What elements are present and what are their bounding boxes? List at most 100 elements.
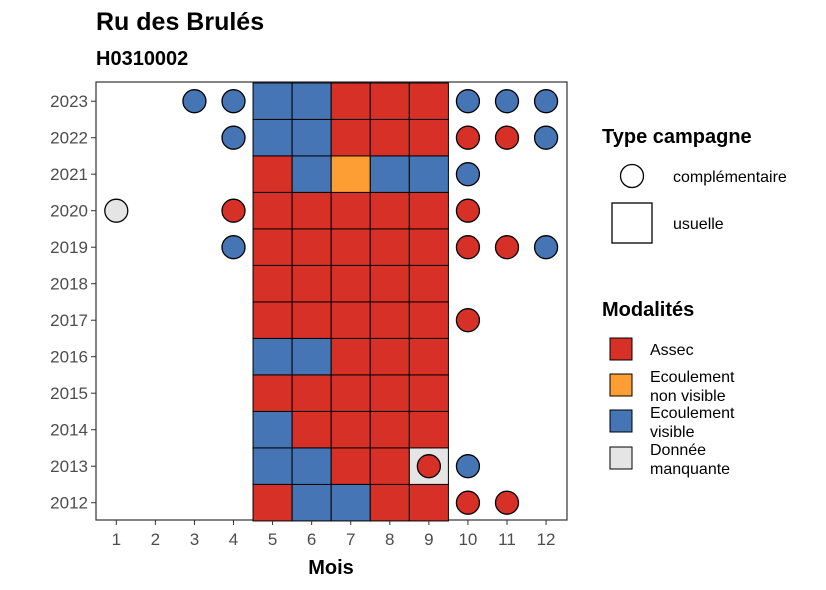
legend-key-square: [611, 202, 653, 244]
point-2013-9: [416, 454, 442, 479]
y-tick-label: 2022: [50, 129, 88, 148]
axes: 1 2 3 4 5 6 7 8 9 10 11 122023202220212020201920182…: [50, 92, 555, 549]
tile-2016-8: [369, 337, 410, 376]
y-tick-label: 2012: [50, 494, 88, 513]
tile-2014-5: [252, 410, 293, 449]
tile-2021-9: [408, 155, 449, 193]
x-axis-title: Mois: [308, 557, 354, 579]
tile-2019-9: [408, 228, 449, 266]
x-tick-label: 9: [424, 530, 433, 549]
point-2020-10: [455, 198, 481, 223]
point-2012-11: [494, 490, 520, 515]
point-2021-10: [455, 162, 481, 187]
point-2019-12: [533, 235, 559, 260]
point-2022-4: [221, 125, 246, 150]
x-tick-label: 1: [112, 530, 121, 549]
tile-2016-9: [408, 337, 449, 376]
tile-2023-5: [252, 82, 293, 120]
tile-2018-9: [408, 264, 449, 303]
tile-2014-7: [330, 410, 371, 449]
tile-2019-7: [330, 228, 371, 266]
tile-2014-8: [369, 410, 410, 449]
x-tick-label: 5: [268, 530, 277, 549]
tile-2014-9: [408, 410, 449, 449]
tile-2013-5: [252, 447, 293, 485]
tile-2013-8: [369, 447, 410, 485]
x-tick-label: 4: [229, 530, 238, 549]
legend-title-modalites: Modalités: [602, 299, 694, 321]
y-tick-label: 2018: [50, 275, 88, 294]
legend-title-type-campagne: Type campagne: [602, 126, 752, 148]
tile-2022-5: [252, 118, 293, 157]
legend-label-visible-line2: visible: [650, 424, 695, 441]
tile-2020-9: [408, 191, 449, 230]
tile-2023-7: [330, 82, 371, 120]
tile-2021-5: [252, 155, 293, 193]
tile-2015-7: [330, 374, 371, 412]
point-2023-3: [182, 89, 207, 114]
y-tick-label: 2021: [50, 165, 88, 184]
y-tick-label: 2020: [50, 202, 88, 221]
x-tick-label: 6: [307, 530, 316, 549]
tile-2015-6: [291, 374, 332, 412]
y-tick-label: 2023: [50, 92, 88, 111]
x-tick-label: 2: [151, 530, 160, 549]
point-2022-12: [533, 125, 559, 150]
point-2023-12: [533, 89, 559, 114]
legend-label-manquante-line2: manquante: [650, 461, 730, 478]
tile-2017-8: [369, 301, 410, 339]
tile-2017-6: [291, 301, 332, 339]
chart-title: Ru des Brulés: [96, 8, 264, 36]
tile-2016-6: [291, 337, 332, 376]
point-2019-10: [455, 235, 481, 260]
tile-2019-5: [252, 228, 293, 266]
legend-key-visible: [609, 409, 633, 433]
tile-2015-8: [369, 374, 410, 412]
tile-2017-9: [408, 301, 449, 339]
legend-key-circle: [619, 163, 645, 189]
tile-2022-6: [291, 118, 332, 157]
y-tick-label: 2019: [50, 238, 88, 257]
tile-2012-7: [330, 483, 371, 522]
tile-2013-6: [291, 447, 332, 485]
tile-2022-8: [369, 118, 410, 157]
tile-2015-9: [408, 374, 449, 412]
tile-2021-6: [291, 155, 332, 193]
legend-label-assec: Assec: [650, 342, 694, 359]
tile-2012-6: [291, 483, 332, 522]
tile-2016-5: [252, 337, 293, 376]
point-2019-11: [494, 235, 520, 260]
tile-2020-7: [330, 191, 371, 230]
tile-2016-7: [330, 337, 371, 376]
tile-2023-6: [291, 82, 332, 120]
plot-area: [95, 81, 568, 522]
tile-2015-5: [252, 374, 293, 412]
x-tick-label: 11: [498, 530, 516, 549]
point-2020-4: [221, 198, 246, 223]
legend: Type campagne complémentaire usuelle Modali…: [602, 126, 787, 478]
legend-key-nonvisible: [609, 373, 633, 397]
tile-2021-8: [369, 155, 410, 193]
tile-2019-6: [291, 228, 332, 266]
tile-2023-9: [408, 82, 449, 120]
tile-2017-5: [252, 301, 293, 339]
x-tick-label: 7: [346, 530, 355, 549]
tile-2012-5: [252, 483, 293, 522]
legend-label-visible-line1: Ecoulement: [650, 405, 735, 422]
tile-2020-5: [252, 191, 293, 230]
point-2023-4: [221, 89, 246, 114]
legend-label-manquante-line1: Donnée: [650, 442, 706, 459]
point-2012-10: [455, 490, 481, 515]
x-tick-label: 10: [458, 530, 477, 549]
x-tick-label: 3: [190, 530, 199, 549]
legend-label-nonvisible-line1: Ecoulement: [650, 369, 735, 386]
legend-label-nonvisible-line2: non visible: [650, 388, 726, 405]
tile-2022-7: [330, 118, 371, 157]
point-2022-10: [455, 125, 481, 150]
tile-2022-9: [408, 118, 449, 157]
legend-key-manquante: [609, 446, 633, 470]
tile-2013-7: [330, 447, 371, 485]
tile-2020-8: [369, 191, 410, 230]
point-2017-10: [455, 308, 481, 333]
